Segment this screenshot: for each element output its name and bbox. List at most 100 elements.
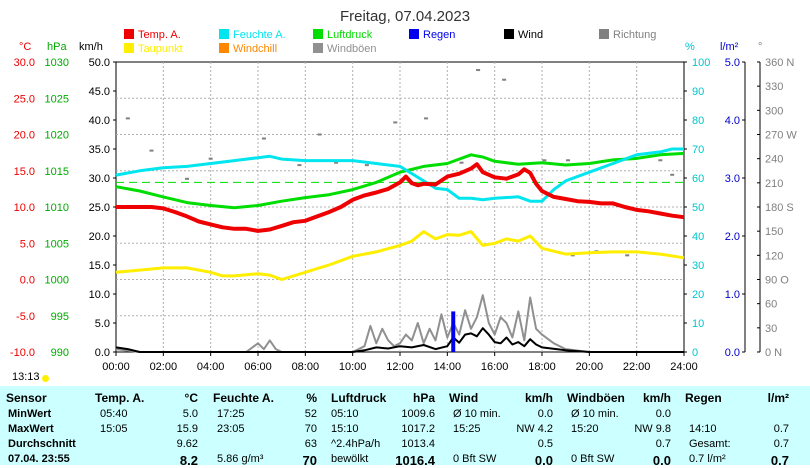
legend-label: Regen [423,29,455,41]
stats-rain-time: 0.7 l/m² [689,453,726,465]
rain-tick-label: 2.0 [725,231,740,243]
direction-mark [570,254,575,257]
stats-temp-value: 8.2 [179,453,198,468]
direction-mark [670,173,675,176]
stats-pressure-time: 05:10 [331,408,359,420]
x-tick-label: 22:00 [623,361,651,373]
temp-tick-label: 15.0 [14,166,35,178]
direction-tick-label: 0 N [765,347,782,359]
rain-tick-label: 3.0 [725,173,740,185]
stats-header-humidity: Feuchte A. [213,391,274,405]
weather-chart: Freitag, 07.04.2023 Temp. A. Feuchte A. Lu… [10,8,797,373]
stats-gust-time: 0 Bft SW [571,453,615,465]
humidity-tick-label: 30 [692,260,704,272]
humidity-tick-label: 60 [692,173,704,185]
chart-title: Freitag, 07.04.2023 [340,8,470,25]
sunrise-marker [42,375,49,382]
direction-mark [317,133,322,136]
stats-header-temp: Temp. A. [95,391,145,405]
stats-gust-value: 0.0 [652,453,671,468]
direction-mark [149,149,154,152]
stats-pressure-time: ^2.4hPa/h [331,438,381,450]
stats-humidity-value: 70 [302,453,317,468]
humidity-tick-label: 80 [692,115,704,127]
pressure-tick-label: 1000 [45,275,69,287]
direction-mark [658,159,663,162]
stats-wind-value: 0.0 [537,408,553,420]
stats-pressure-value: 1017.2 [401,423,435,435]
temp-tick-label: -5.0 [16,311,35,323]
stats-header-humidity-unit: % [306,391,317,405]
stats-pressure-value: 1016.4 [395,453,435,468]
humidity-tick-label: 40 [692,231,704,243]
direction-mark [125,117,130,120]
temp-axis-unit: °C [19,41,31,53]
rain-bar [451,311,456,352]
legend-swatch [313,43,323,53]
x-tick-label: 16:00 [481,361,509,373]
stats-pressure-time: 15:10 [331,423,359,435]
direction-mark [502,78,507,81]
stats-humidity-time: 5.86 g/m³ [217,453,264,465]
direction-tick-label: 240 [765,154,783,166]
direction-tick-label: 30 [765,323,777,335]
stats-header-rain-unit: l/m² [767,391,789,405]
pressure-tick-label: 990 [51,347,69,359]
humidity-tick-label: 10 [692,318,704,330]
pressure-axis-unit: hPa [47,41,67,53]
stats-gust-value: 0.7 [655,438,671,450]
stats-gust-time: Ø 10 min. [571,408,619,420]
legend-label: Temp. A. [138,29,181,41]
stats-humidity-value: 70 [304,423,317,435]
rain-tick-label: 0.0 [725,347,740,359]
legend-swatch [124,29,134,39]
legend-swatch [219,43,229,53]
humidity-axis-unit: % [685,41,695,53]
chart-legend: Temp. A. Feuchte A. Luftdruck Regen Wind Rich… [124,29,656,55]
direction-mark [476,69,481,72]
legend-swatch [409,29,419,39]
stats-rain-time: Gesamt: [689,438,731,450]
x-tick-label: 10:00 [339,361,367,373]
legend-swatch [313,29,323,39]
humidity-tick-label: 20 [692,289,704,301]
direction-mark [625,254,630,257]
current-time: 13:13 [12,371,40,383]
pressure-tick-label: 1010 [45,202,69,214]
pressure-tick-label: 1005 [45,238,69,250]
stats-rain-value: 0.7 [770,453,789,468]
stats-rain-value: 0.7 [773,438,789,450]
chart-grid [115,61,685,353]
direction-tick-label: 120 [765,250,783,262]
x-tick-label: 24:00 [670,361,698,373]
x-tick-label: 00:00 [102,361,130,373]
wind-tick-label: 35.0 [89,144,110,156]
direction-axis-unit: ° [758,41,762,53]
stats-temp-time: 05:40 [100,408,128,420]
rain-tick-label: 4.0 [725,115,740,127]
legend-swatch [599,29,609,39]
stats-header-gust-unit: km/h [642,391,671,405]
x-tick-label: 18:00 [528,361,556,373]
stats-humidity-time: 17:25 [217,408,245,420]
stats-row-label: 07.04. 23:55 [8,453,70,465]
x-tick-label: 02:00 [150,361,178,373]
direction-tick-label: 150 [765,226,783,238]
stats-header-rain: Regen [685,391,722,405]
stats-temp-time: 15:05 [100,423,128,435]
legend-label: Luftdruck [327,29,373,41]
direction-mark [297,164,302,167]
direction-tick-label: 210 [765,178,783,190]
wind-tick-label: 0.0 [95,347,110,359]
stats-pressure-time: bewölkt [331,453,369,465]
wind-tick-label: 25.0 [89,202,110,214]
x-tick-label: 12:00 [386,361,414,373]
pressure-tick-label: 995 [51,311,69,323]
pressure-tick-label: 1020 [45,130,69,142]
stats-row-label: MaxWert [8,423,54,435]
stats-humidity-time: 23:05 [217,423,245,435]
direction-tick-label: 270 W [765,130,797,142]
stats-wind-time: Ø 10 min. [453,408,501,420]
stats-rain-value: 0.7 [773,423,789,435]
